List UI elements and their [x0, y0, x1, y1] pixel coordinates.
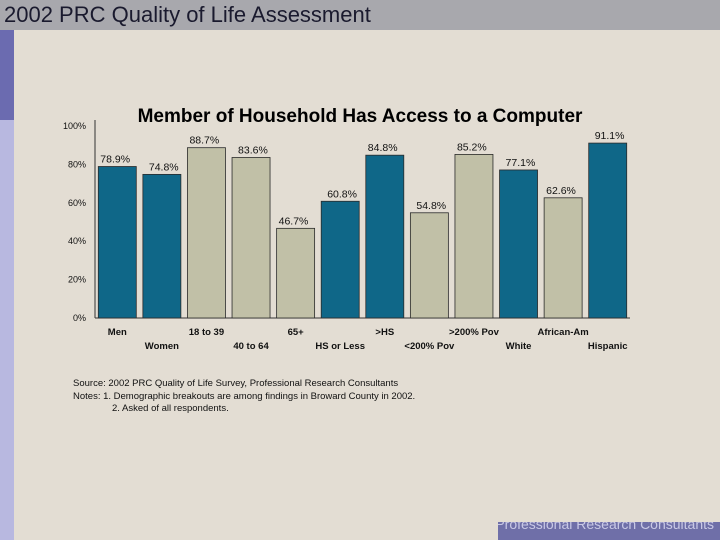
left-accent-dark	[0, 30, 14, 120]
y-tick-label: 40%	[68, 236, 86, 246]
data-label: 46.7%	[279, 215, 309, 227]
bar	[276, 227, 316, 319]
category-label: <200% Pov	[404, 341, 455, 352]
chart-title: Member of Household Has Access to a Comp…	[138, 106, 583, 127]
bar	[97, 166, 137, 319]
category-label: HS or Less	[315, 341, 365, 352]
left-accent-strip	[0, 30, 14, 540]
left-accent-light	[0, 120, 14, 540]
bar	[231, 157, 271, 319]
category-label: 18 to 39	[189, 327, 224, 338]
y-tick-label: 0%	[73, 313, 86, 323]
data-label: 78.9%	[100, 154, 130, 166]
bar	[365, 154, 405, 319]
category-label: Men	[108, 327, 127, 338]
data-label: 74.8%	[149, 161, 179, 173]
category-label: >HS	[375, 327, 394, 338]
y-tick-label: 80%	[68, 159, 86, 169]
data-label: 88.7%	[189, 135, 219, 147]
note-2: 2. Asked of all respondents.	[112, 403, 229, 414]
chart-notes: Source: 2002 PRC Quality of Life Survey,…	[73, 378, 415, 416]
title-bar: 2002 PRC Quality of Life Assessment	[0, 0, 720, 30]
data-label: 83.6%	[238, 144, 268, 156]
data-label: 85.2%	[457, 141, 487, 153]
category-label: 65+	[288, 327, 305, 338]
y-tick-label: 60%	[68, 198, 86, 208]
data-label: 62.6%	[546, 185, 576, 197]
bar	[142, 173, 182, 319]
slide-title: 2002 PRC Quality of Life Assessment	[4, 2, 371, 27]
y-tick-label: 20%	[68, 275, 86, 285]
data-label: 77.1%	[506, 157, 536, 169]
bar	[454, 154, 494, 319]
category-label: White	[506, 341, 532, 352]
data-label: 54.8%	[416, 200, 446, 212]
category-label: African-Am	[538, 327, 589, 338]
y-tick-label: 100%	[63, 121, 86, 131]
footer-text: Professional Research Consultants	[498, 522, 714, 532]
category-label: Hispanic	[588, 341, 628, 352]
note-1: Notes: 1. Demographic breakouts are amon…	[73, 390, 416, 402]
category-label: 40 to 64	[233, 341, 269, 352]
category-label: Women	[145, 341, 179, 352]
bar	[409, 212, 449, 319]
bar	[320, 200, 360, 319]
bar	[187, 147, 226, 319]
category-label: >200% Pov	[449, 327, 500, 338]
data-label: 60.8%	[327, 188, 357, 200]
data-label: 84.8%	[368, 142, 398, 154]
bar	[543, 197, 583, 319]
data-label: 91.1%	[595, 130, 625, 142]
bar	[499, 169, 538, 319]
source-note: Source: 2002 PRC Quality of Life Survey,…	[73, 378, 399, 389]
bar	[588, 142, 628, 319]
footer-band: Professional Research Consultants	[498, 522, 720, 540]
